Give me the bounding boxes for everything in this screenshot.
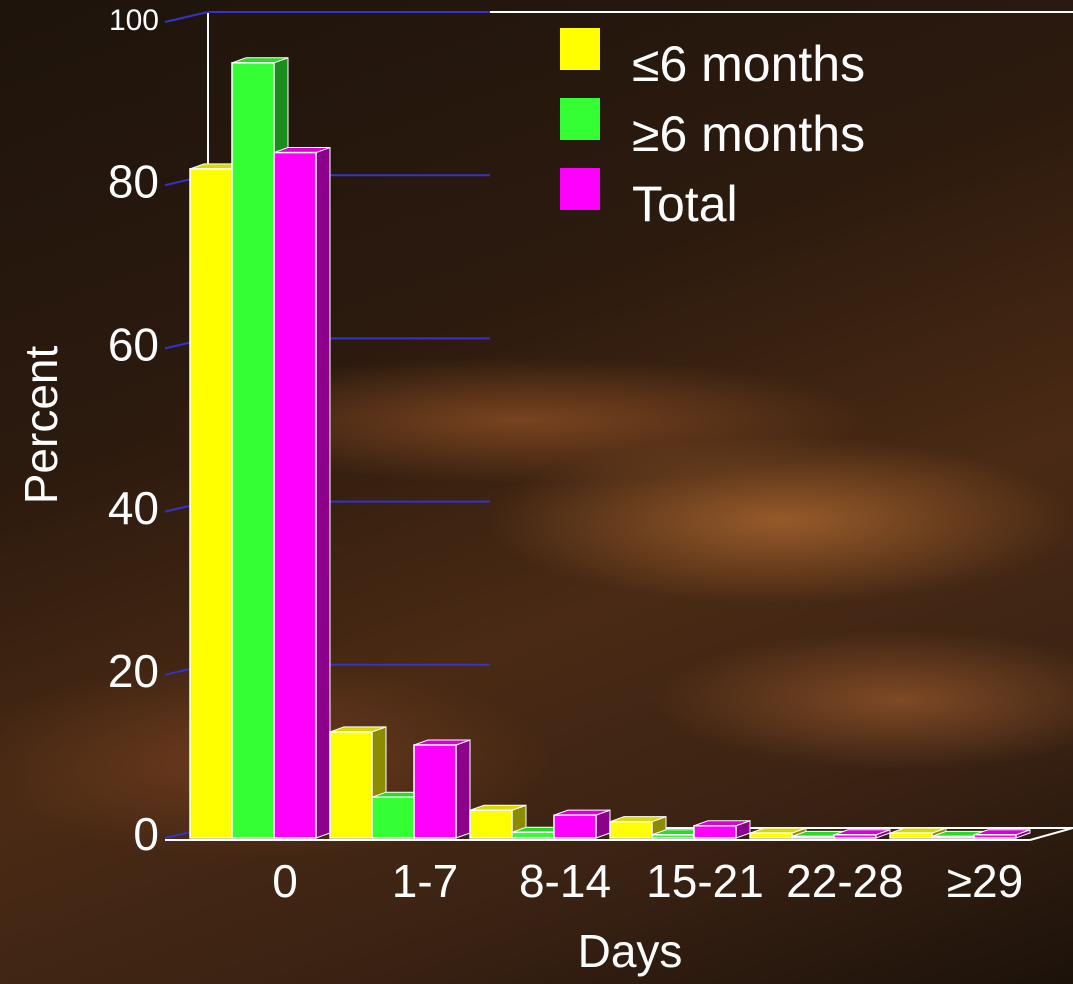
bar — [693, 825, 737, 839]
x-tick-label: ≥29 — [947, 855, 1023, 907]
bar — [791, 835, 835, 839]
bar — [931, 835, 975, 839]
bar — [469, 809, 513, 839]
bar — [651, 833, 695, 839]
bar-side — [315, 146, 331, 839]
legend-swatch — [560, 168, 600, 210]
bar-side — [455, 739, 471, 839]
legend-swatch — [560, 28, 600, 70]
y-tick-label: 60 — [108, 319, 159, 371]
y-axis-label: Percent — [15, 346, 67, 505]
bar — [889, 832, 933, 839]
bar — [371, 796, 415, 839]
legend-label: Total — [632, 176, 738, 232]
x-tick-label: 22-28 — [786, 855, 904, 907]
bar — [833, 833, 877, 839]
legend-label: ≤6 months — [632, 36, 865, 92]
bar — [273, 151, 317, 839]
y-tick-label: 0 — [133, 808, 159, 860]
x-tick-label: 1-7 — [392, 855, 458, 907]
bar — [413, 744, 457, 839]
x-tick-label: 8-14 — [519, 855, 611, 907]
bar — [973, 833, 1017, 839]
y-tick-label: 100 — [109, 4, 159, 37]
y-tick-label: 80 — [108, 155, 159, 207]
y-tick-label: 40 — [108, 482, 159, 534]
tick-mark — [164, 11, 209, 23]
y-tick-label: 20 — [108, 645, 159, 697]
bar — [749, 832, 793, 839]
bar — [553, 814, 597, 839]
floor-right — [1029, 827, 1073, 841]
x-tick-label: 15-21 — [646, 855, 764, 907]
bar — [609, 820, 653, 839]
legend-label: ≥6 months — [632, 106, 865, 162]
bar — [189, 168, 233, 839]
x-axis-label: Days — [578, 925, 683, 977]
bar — [329, 731, 373, 839]
bar — [231, 62, 275, 839]
legend-swatch — [560, 98, 600, 140]
bar — [511, 831, 555, 839]
x-tick-label: 0 — [272, 855, 298, 907]
